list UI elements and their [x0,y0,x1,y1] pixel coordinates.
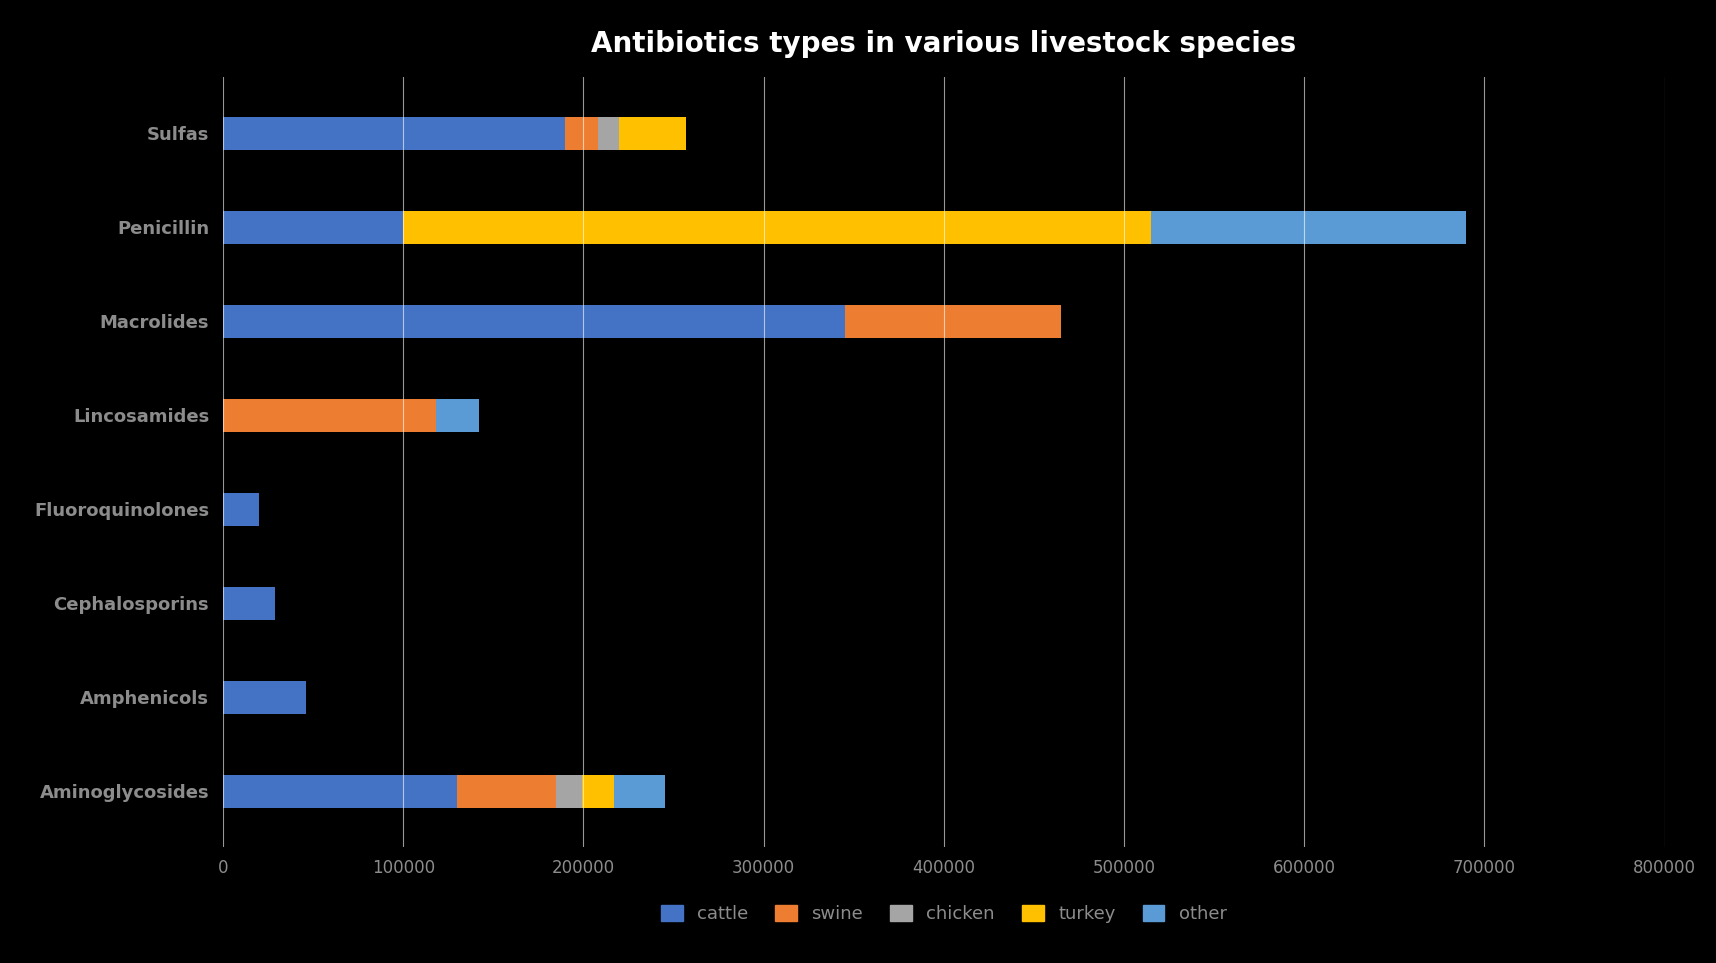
Legend: cattle, swine, chicken, turkey, other: cattle, swine, chicken, turkey, other [661,905,1227,924]
Bar [597,117,619,150]
Bar [403,211,1151,244]
Bar [566,117,597,150]
Bar [458,774,556,808]
Bar [223,117,566,150]
Bar [223,211,403,244]
Bar [1151,211,1465,244]
Bar [436,399,479,431]
Bar [556,774,582,808]
Bar [223,305,844,338]
Bar [619,117,686,150]
Title: Antibiotics types in various livestock species: Antibiotics types in various livestock s… [592,30,1296,58]
Bar [223,774,458,808]
Bar [223,493,259,526]
Bar [582,774,614,808]
Bar [223,681,305,714]
Bar [223,586,275,619]
Bar [844,305,1060,338]
Bar [614,774,664,808]
Bar [223,399,436,431]
